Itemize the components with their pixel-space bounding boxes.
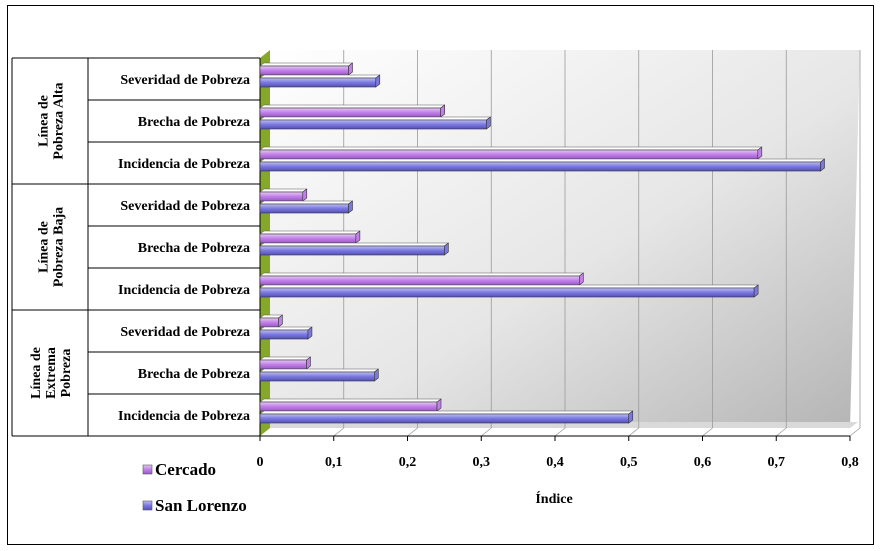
bar-cercado	[259, 359, 307, 370]
bar-end-cercado	[757, 146, 763, 160]
bar-end-san-lorenzo	[444, 242, 449, 256]
bar-top-san-lorenzo	[259, 158, 826, 163]
legend-label-san-lorenzo: San Lorenzo	[155, 496, 247, 515]
category-label: Severidad de Pobreza	[120, 199, 250, 214]
group-label: Línea de	[29, 347, 44, 399]
bar-end-cercado	[306, 356, 311, 370]
plot-floor	[260, 422, 858, 428]
bar-top-cercado	[259, 230, 361, 235]
bar-top-san-lorenzo	[259, 326, 313, 331]
legend: Cercado San Lorenzo	[142, 460, 247, 515]
category-label: Incidencia de Pobreza	[118, 409, 250, 424]
bar-top-san-lorenzo	[259, 368, 380, 373]
bar-end-cercado	[302, 188, 308, 202]
category-label: Brecha de Pobreza	[138, 367, 250, 382]
bar-end-san-lorenzo	[486, 116, 491, 130]
group-label: Línea de	[37, 95, 52, 147]
bar-top-cercado	[259, 272, 585, 277]
bar-end-san-lorenzo	[374, 368, 379, 382]
gridline-floor	[407, 427, 418, 437]
category-label: Incidencia de Pobreza	[118, 283, 250, 298]
bar-top-cercado	[259, 356, 312, 361]
gridline-floor	[702, 427, 713, 437]
category-label: Severidad de Pobreza	[120, 73, 250, 88]
gridline-floor	[481, 427, 492, 437]
bar-top-cercado	[259, 398, 442, 403]
bar-cercado	[259, 191, 304, 202]
category-label: Brecha de Pobreza	[138, 241, 250, 256]
x-ticks: 0 0,1 0,2 0,3 0,4 0,5 0,6 0,7 0,8	[257, 436, 859, 470]
bar-end-cercado	[436, 398, 442, 412]
bar-cercado	[259, 107, 441, 118]
bar-cercado	[259, 65, 349, 76]
bar-top-cercado	[259, 146, 763, 151]
bar-top-cercado	[259, 188, 308, 193]
gridline-floor	[776, 427, 787, 437]
x-tick-label: 0	[257, 455, 264, 470]
x-tick-label: 0,2	[399, 455, 417, 470]
bar-cercado	[259, 317, 279, 328]
bar-san-lorenzo	[259, 77, 377, 88]
group-label: Línea de	[37, 221, 52, 273]
bar-top-san-lorenzo	[259, 116, 492, 121]
legend-swatch-cercado	[142, 464, 153, 475]
category-table: Severidad de Pobreza Brecha de Pobreza Inc…	[11, 57, 260, 437]
bar-cercado	[259, 275, 580, 286]
bar-end-san-lorenzo	[820, 158, 825, 172]
bar-end-san-lorenzo	[375, 74, 381, 88]
bars	[259, 62, 826, 424]
bar-san-lorenzo	[259, 119, 487, 130]
bar-end-san-lorenzo	[753, 284, 759, 298]
category-label: Severidad de Pobreza	[120, 325, 250, 340]
category-label: Brecha de Pobreza	[138, 115, 250, 130]
bar-end-cercado	[579, 272, 584, 286]
group-label: Extrema	[44, 347, 59, 399]
bar-end-san-lorenzo	[628, 410, 634, 424]
x-tick-label: 0,4	[546, 455, 564, 470]
bar-top-cercado	[259, 62, 354, 67]
bar-san-lorenzo	[259, 371, 375, 382]
x-tick-label: 0,1	[325, 455, 343, 470]
gridline-floor	[333, 427, 344, 437]
bar-top-san-lorenzo	[259, 74, 381, 79]
bar-san-lorenzo	[259, 161, 821, 172]
bar-cercado	[259, 149, 759, 160]
bar-san-lorenzo	[259, 413, 630, 424]
bar-top-san-lorenzo	[259, 284, 759, 289]
x-tick-label: 0,6	[694, 455, 712, 470]
x-tick-label: 0,3	[473, 455, 491, 470]
bar-san-lorenzo	[259, 203, 349, 214]
bar-san-lorenzo	[259, 287, 755, 298]
bar-san-lorenzo	[259, 245, 445, 256]
group-label: Pobreza Baja	[52, 207, 67, 287]
gridlines	[333, 50, 861, 437]
bar-top-cercado	[259, 104, 446, 109]
bar-end-san-lorenzo	[348, 200, 353, 214]
x-tick-label: 0,8	[841, 455, 859, 470]
gridline-floor	[628, 427, 639, 437]
plot-back-wall	[260, 50, 860, 428]
bar-top-san-lorenzo	[259, 242, 450, 247]
x-tick-label: 0,5	[620, 455, 638, 470]
bar-cercado	[259, 233, 357, 244]
bar-end-san-lorenzo	[307, 326, 313, 340]
gridline-floor	[554, 427, 566, 437]
bar-top-san-lorenzo	[259, 200, 354, 205]
gridline-floor	[849, 427, 861, 437]
bar-end-cercado	[348, 62, 353, 76]
category-label: Incidencia de Pobreza	[118, 157, 250, 172]
group-label: Pobreza	[59, 349, 74, 398]
legend-label-cercado: Cercado	[155, 460, 216, 479]
bar-san-lorenzo	[259, 329, 309, 340]
bar-end-cercado	[355, 230, 361, 244]
legend-swatch-san-lorenzo	[142, 500, 153, 511]
bar-end-cercado	[278, 314, 283, 328]
bar-cercado	[259, 401, 438, 412]
group-label: Pobreza Alta	[52, 82, 67, 159]
x-tick-label: 0,7	[768, 455, 786, 470]
x-axis-title: Índice	[535, 490, 572, 507]
bar-end-cercado	[440, 104, 445, 118]
bar-top-san-lorenzo	[259, 410, 634, 415]
